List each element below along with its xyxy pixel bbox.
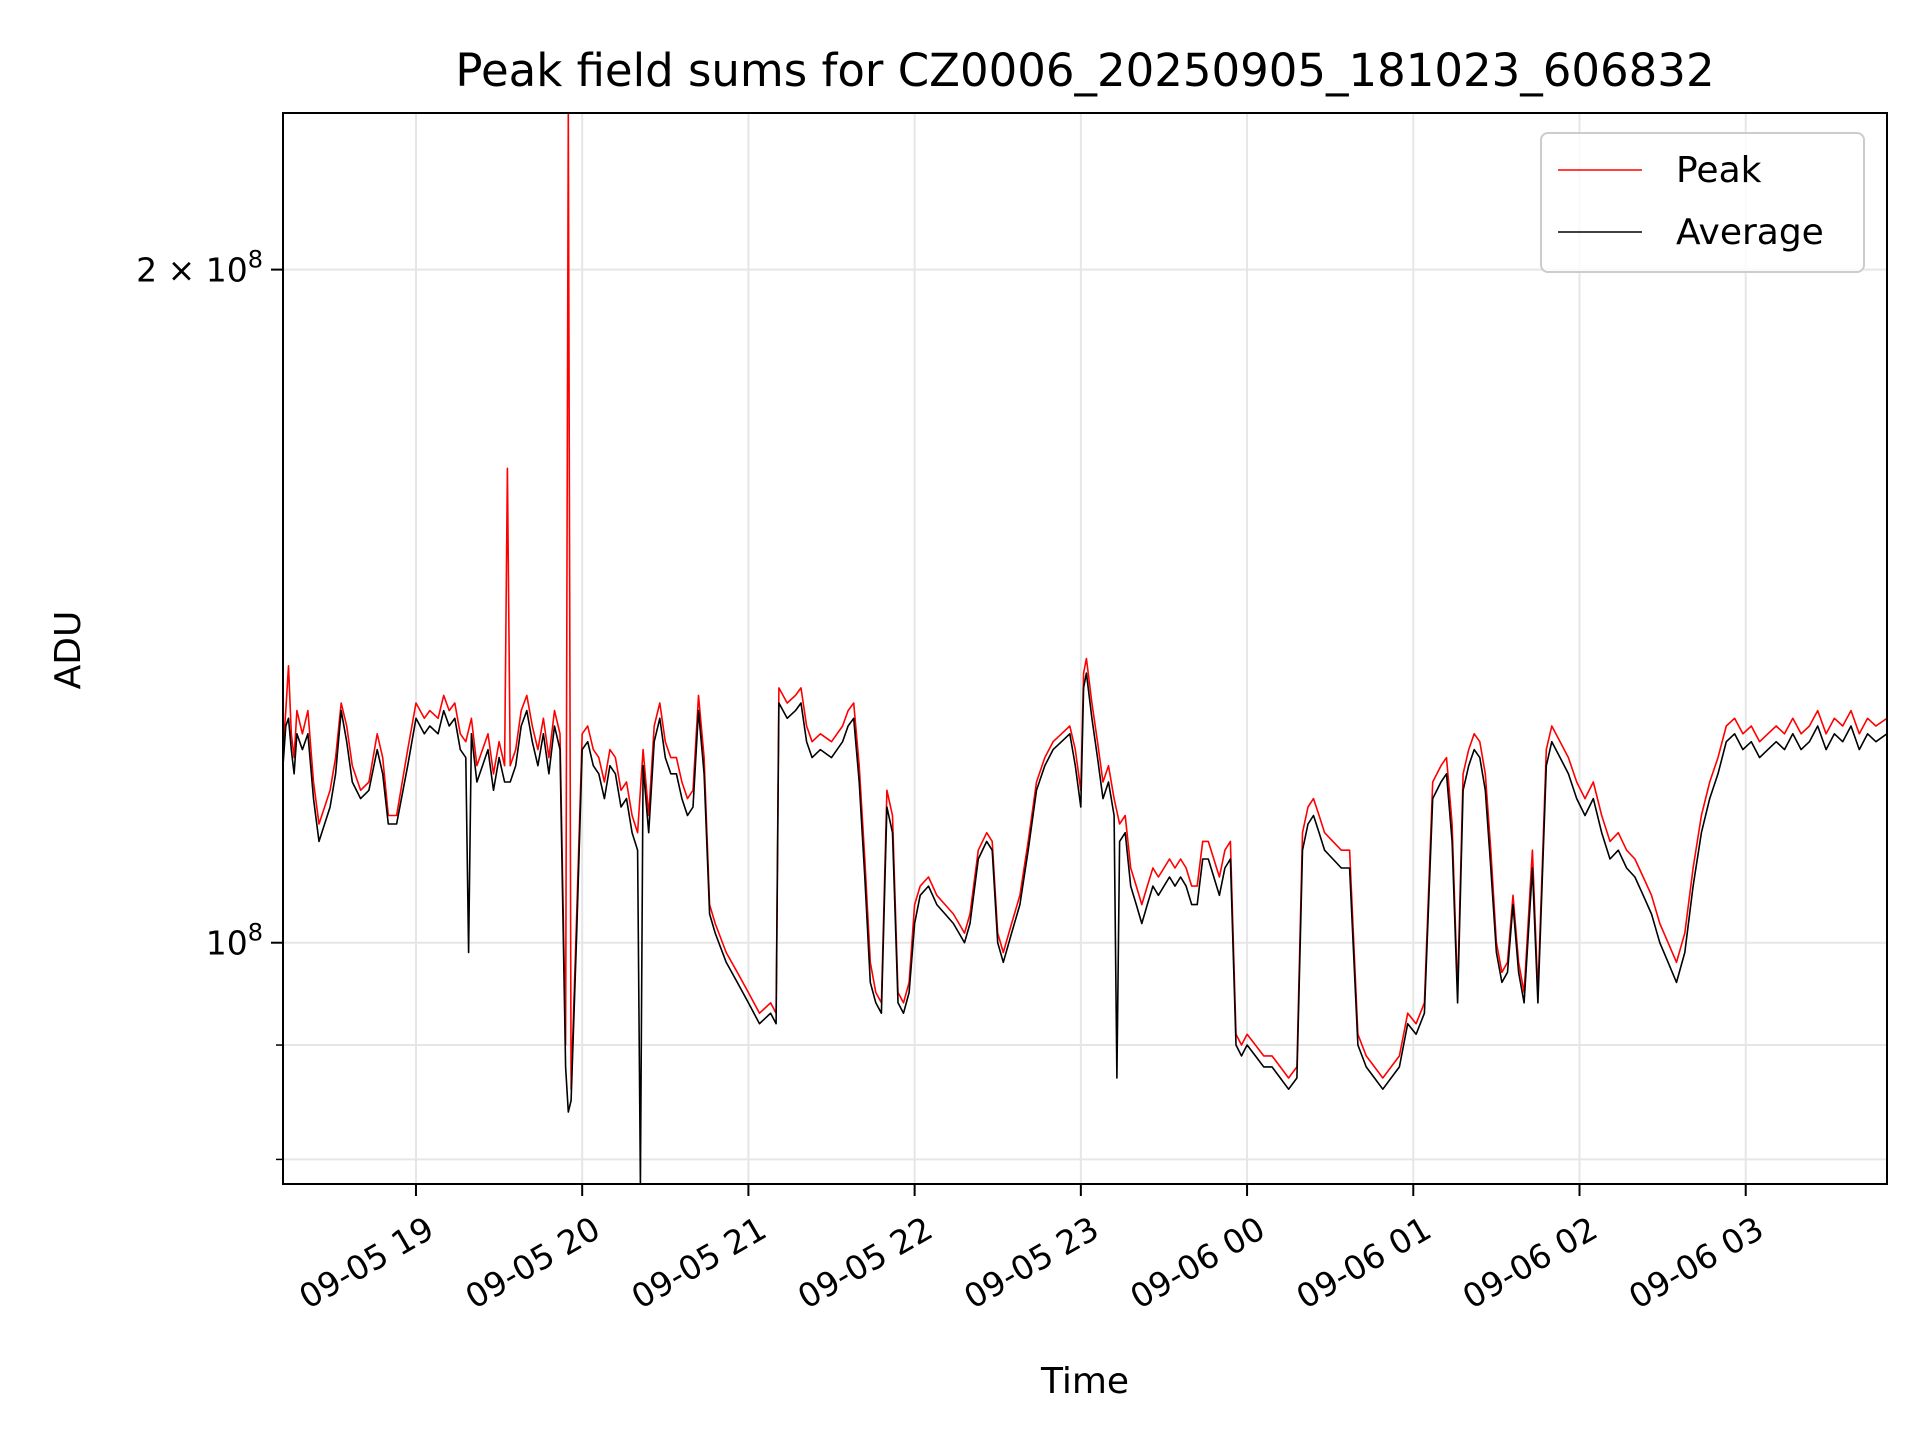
y-tick-label: 108	[206, 919, 263, 963]
y-axis: 108 2 × 108	[136, 246, 283, 1161]
legend: Peak Average	[1540, 132, 1865, 273]
plot-frame	[282, 112, 1888, 1185]
chart-title: Peak field sums for CZ0006_20250905_1810…	[455, 44, 1714, 97]
x-axis-label: Time	[1040, 1361, 1129, 1402]
y-axis-label: ADU	[48, 611, 89, 690]
legend-box	[1540, 132, 1865, 273]
legend-label-peak: Peak	[1676, 150, 1762, 191]
plot-series	[283, 113, 1887, 1184]
y-tick-label: 2 × 108	[136, 246, 263, 290]
legend-label-average: Average	[1676, 212, 1824, 253]
series-line-average	[283, 672, 1887, 1184]
series-line-peak	[283, 113, 1887, 1090]
